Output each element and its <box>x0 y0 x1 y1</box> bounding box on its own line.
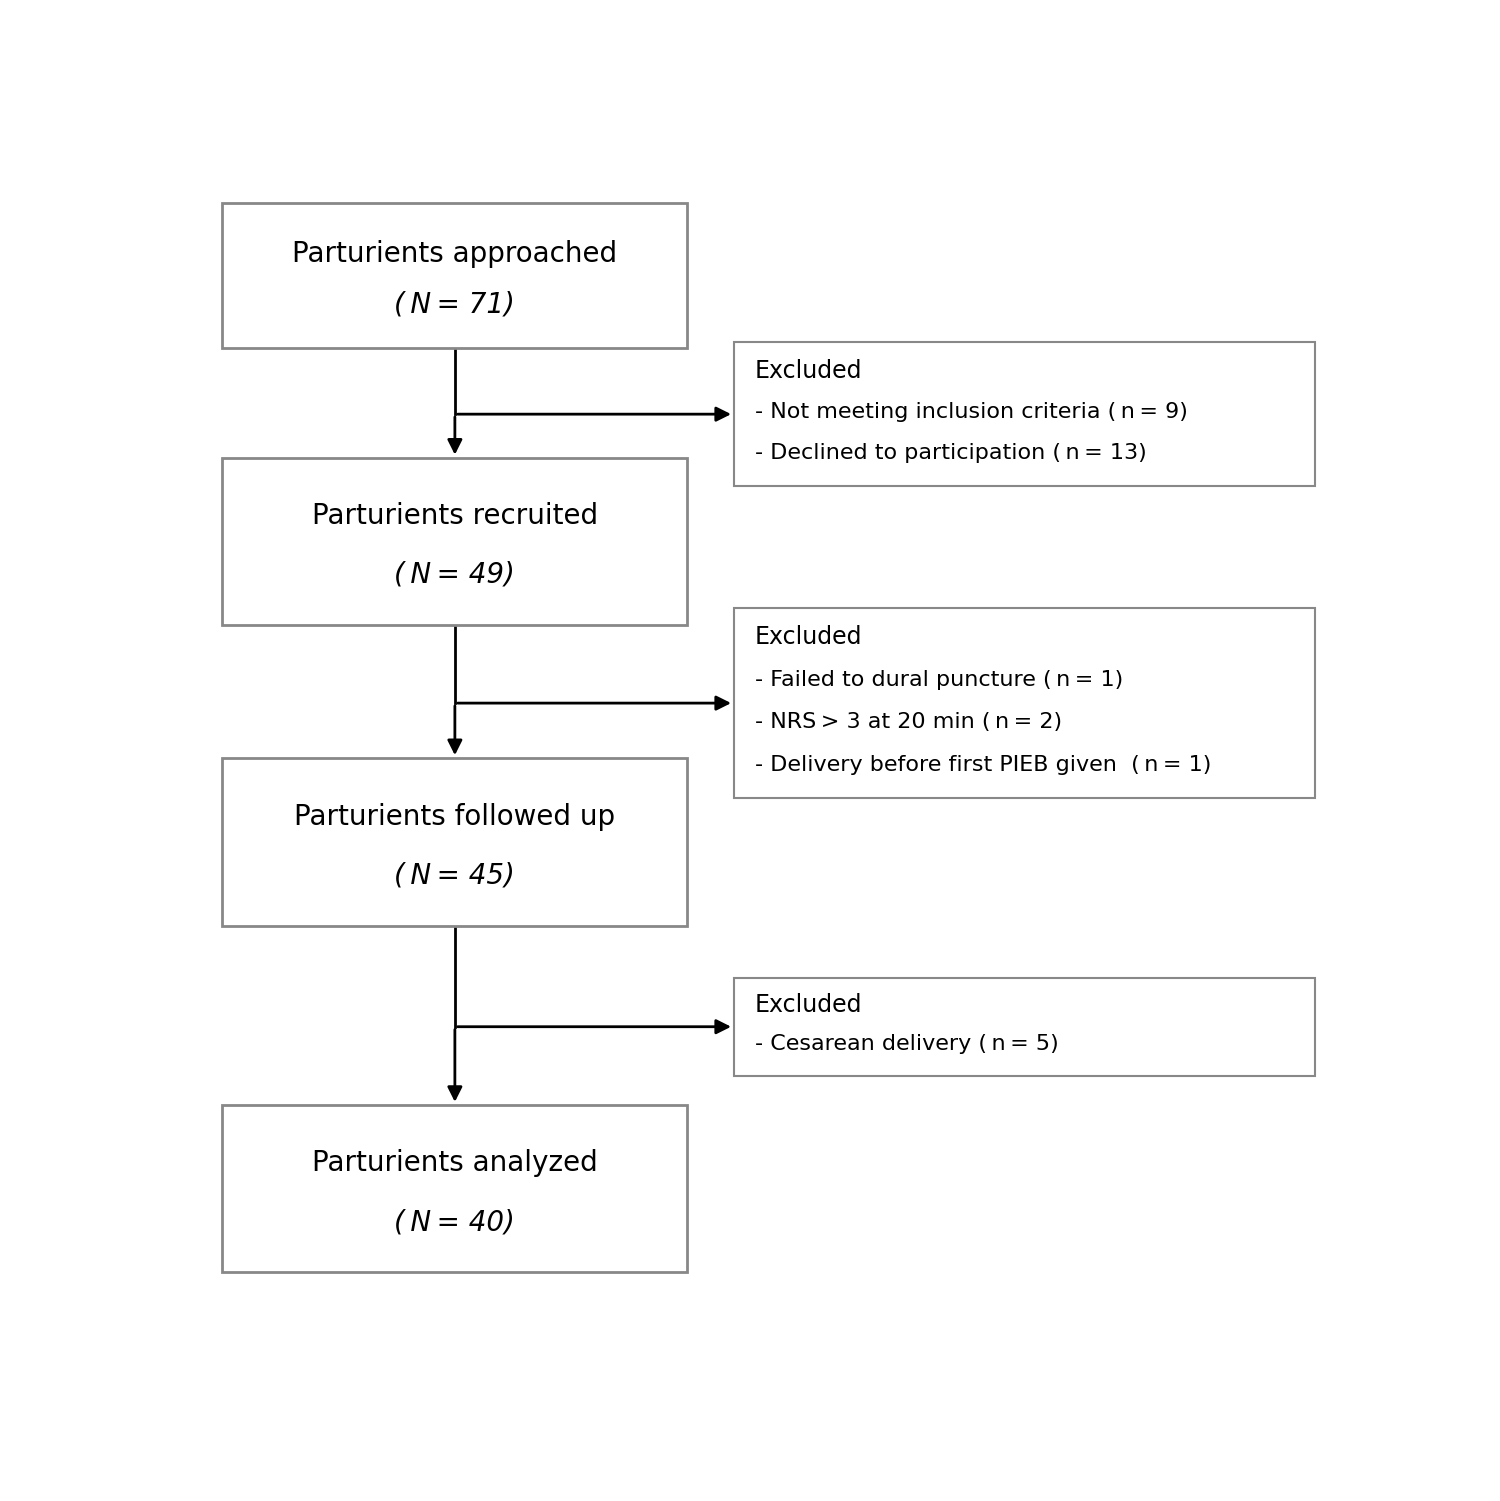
Text: ( N = 40): ( N = 40) <box>394 1208 516 1235</box>
FancyBboxPatch shape <box>222 203 687 348</box>
Text: - Cesarean delivery ( n = 5): - Cesarean delivery ( n = 5) <box>754 1034 1059 1054</box>
Text: ( N = 71): ( N = 71) <box>394 290 516 318</box>
Text: - NRS > 3 at 20 min ( n = 2): - NRS > 3 at 20 min ( n = 2) <box>754 711 1062 732</box>
FancyBboxPatch shape <box>734 977 1316 1076</box>
Text: ( N = 45): ( N = 45) <box>394 862 516 889</box>
Text: - Not meeting inclusion criteria ( n = 9): - Not meeting inclusion criteria ( n = 9… <box>754 402 1188 422</box>
FancyBboxPatch shape <box>222 458 687 624</box>
FancyBboxPatch shape <box>222 758 687 926</box>
Text: - Declined to participation ( n = 13): - Declined to participation ( n = 13) <box>754 443 1146 464</box>
FancyBboxPatch shape <box>734 342 1316 486</box>
Text: Excluded: Excluded <box>754 626 862 650</box>
Text: Excluded: Excluded <box>754 359 862 383</box>
Text: Parturients approached: Parturients approached <box>292 240 618 267</box>
Text: - Failed to dural puncture ( n = 1): - Failed to dural puncture ( n = 1) <box>754 669 1124 690</box>
FancyBboxPatch shape <box>222 1105 687 1273</box>
Text: Parturients followed up: Parturients followed up <box>294 803 615 830</box>
Text: Excluded: Excluded <box>754 994 862 1018</box>
Text: Parturients analyzed: Parturients analyzed <box>312 1150 597 1177</box>
Text: - Delivery before first PIEB given  ( n = 1): - Delivery before first PIEB given ( n =… <box>754 755 1210 775</box>
Text: ( N = 49): ( N = 49) <box>394 561 516 588</box>
Text: Parturients recruited: Parturients recruited <box>312 503 598 530</box>
FancyBboxPatch shape <box>734 608 1316 799</box>
